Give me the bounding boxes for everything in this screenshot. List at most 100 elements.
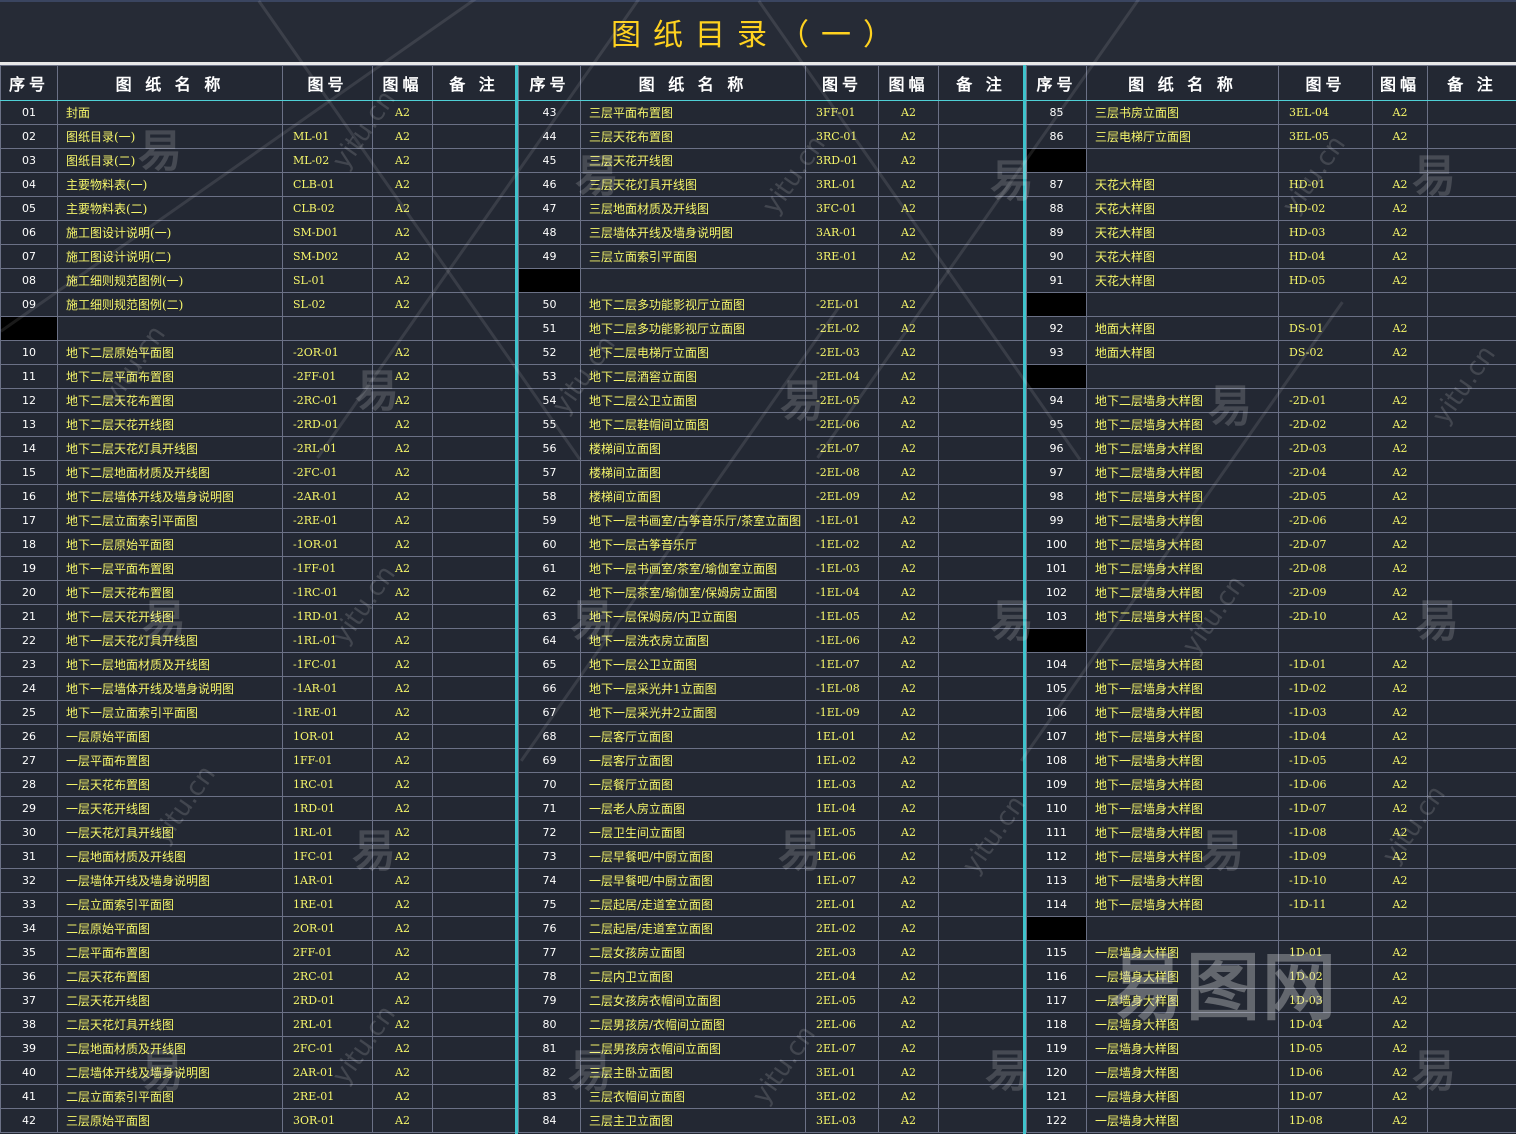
note-cell [432, 748, 516, 773]
sheet-size: A2 [372, 1060, 433, 1085]
table-header-row: 序号 图 纸 名 称 图号 图幅 备 注 [518, 65, 1024, 101]
table-body-2: 43 三层平面布置图 3FF-01 A2 44 三层天花布置图 3RC-01 A2 45 三层天花… [518, 100, 1024, 1133]
row-number: 63 [518, 604, 581, 629]
sheet-size: A2 [1372, 268, 1428, 293]
drawing-code [1278, 148, 1373, 173]
drawing-name: 一层老人房立面图 [580, 796, 806, 821]
drawing-name: 地下二层墙身大样图 [1086, 460, 1279, 485]
table-row: 121 一层墙身大样图 1D-07 A2 [1026, 1084, 1516, 1109]
drawing-code: 2FF-01 [282, 940, 373, 965]
row-number: 65 [518, 652, 581, 677]
sheet-size: A2 [372, 964, 433, 989]
drawing-name: 地下一层墙身大样图 [1086, 796, 1279, 821]
sheet-size: A2 [1372, 1108, 1428, 1133]
table-row: 09 施工细则规范图例(二) SL-02 A2 [0, 292, 516, 317]
note-cell [1427, 844, 1516, 869]
note-cell [1427, 1060, 1516, 1085]
note-cell [938, 340, 1024, 365]
sheet-size: A2 [372, 412, 433, 437]
drawing-name: 地下二层墙身大样图 [1086, 556, 1279, 581]
drawing-code: 2EL-06 [805, 1012, 879, 1037]
drawing-name: 地面大样图 [1086, 340, 1279, 365]
drawing-code [282, 316, 373, 341]
note-cell [938, 1036, 1024, 1061]
row-number: 83 [518, 1084, 581, 1109]
drawing-code: 2EL-07 [805, 1036, 879, 1061]
drawing-name: 天花大样图 [1086, 244, 1279, 269]
note-cell [432, 556, 516, 581]
table-row: 35 二层平面布置图 2FF-01 A2 [0, 940, 516, 965]
drawing-name: 二层墙体开线及墙身说明图 [57, 1060, 283, 1085]
note-cell [938, 700, 1024, 725]
note-cell [432, 604, 516, 629]
table-row: 77 二层女孩房立面图 2EL-03 A2 [518, 940, 1024, 965]
sheet-size: A2 [372, 796, 433, 821]
sheet-size: A2 [1372, 388, 1428, 413]
drawing-code: -2OR-01 [282, 340, 373, 365]
drawing-name: 一层墙身大样图 [1086, 1012, 1279, 1037]
drawing-name: 一层天花灯具开线图 [57, 820, 283, 845]
row-number: 55 [518, 412, 581, 437]
drawing-name: 三层墙体开线及墙身说明图 [580, 220, 806, 245]
note-cell [1427, 1108, 1516, 1133]
drawing-name [1086, 148, 1279, 173]
drawing-code: 3EL-02 [805, 1084, 879, 1109]
table-row: 60 地下一层古筝音乐厅 -1EL-02 A2 [518, 532, 1024, 557]
table-row: 95 地下二层墙身大样图 -2D-02 A2 [1026, 412, 1516, 437]
sheet-size: A2 [1372, 316, 1428, 341]
row-number: 102 [1026, 580, 1087, 605]
table-row: 72 一层卫生间立面图 1EL-05 A2 [518, 820, 1024, 845]
sheet-size: A2 [1372, 964, 1428, 989]
row-number: 111 [1026, 820, 1087, 845]
row-number: 17 [0, 508, 58, 533]
header-size: 图幅 [372, 65, 433, 101]
drawing-name: 三层立面索引平面图 [580, 244, 806, 269]
drawing-list-section-1: 序号 图 纸 名 称 图号 图幅 备 注 01 封面 A2 02 图纸目录(一) ML-0… [0, 65, 516, 1134]
table-row: 83 三层衣帽间立面图 3EL-02 A2 [518, 1084, 1024, 1109]
row-number: 41 [0, 1084, 58, 1109]
note-cell [938, 100, 1024, 125]
row-number: 89 [1026, 220, 1087, 245]
drawing-code: 3RD-01 [805, 148, 879, 173]
table-row: 20 地下一层天花布置图 -1RC-01 A2 [0, 580, 516, 605]
row-number: 79 [518, 988, 581, 1013]
row-number: 58 [518, 484, 581, 509]
header-name: 图 纸 名 称 [57, 65, 283, 101]
drawing-code: 2RD-01 [282, 988, 373, 1013]
drawing-code: -2EL-01 [805, 292, 879, 317]
table-row: 17 地下二层立面索引平面图 -2RE-01 A2 [0, 508, 516, 533]
drawing-name: 图纸目录(一) [57, 124, 283, 149]
row-number: 68 [518, 724, 581, 749]
table-row: 87 天花大样图 HD-01 A2 [1026, 172, 1516, 197]
table-row: 102 地下二层墙身大样图 -2D-09 A2 [1026, 580, 1516, 605]
row-number: 44 [518, 124, 581, 149]
sheet-size: A2 [372, 436, 433, 461]
sheet-size: A2 [1372, 700, 1428, 725]
note-cell [432, 916, 516, 941]
drawing-code: -2D-02 [1278, 412, 1373, 437]
drawing-code: 1D-07 [1278, 1084, 1373, 1109]
row-number: 113 [1026, 868, 1087, 893]
row-number: 110 [1026, 796, 1087, 821]
drawing-name: 地下一层墙身大样图 [1086, 676, 1279, 701]
header-note: 备 注 [1427, 65, 1516, 101]
table-row: 82 三层主卧立面图 3EL-01 A2 [518, 1060, 1024, 1085]
table-row-blank [1026, 628, 1516, 653]
row-number: 07 [0, 244, 58, 269]
table-row: 110 地下一层墙身大样图 -1D-07 A2 [1026, 796, 1516, 821]
table-row: 16 地下二层墙体开线及墙身说明图 -2AR-01 A2 [0, 484, 516, 509]
drawing-code: -2AR-01 [282, 484, 373, 509]
table-row-blank [1026, 364, 1516, 389]
table-row: 28 一层天花布置图 1RC-01 A2 [0, 772, 516, 797]
note-cell [938, 388, 1024, 413]
table-row: 38 二层天花灯具开线图 2RL-01 A2 [0, 1012, 516, 1037]
column-separator [515, 65, 518, 1134]
drawing-name: 一层墙身大样图 [1086, 1060, 1279, 1085]
row-number: 105 [1026, 676, 1087, 701]
drawing-name: 地下二层多功能影视厅立面图 [580, 316, 806, 341]
drawing-name: 地下一层墙身大样图 [1086, 892, 1279, 917]
row-number: 64 [518, 628, 581, 653]
table-row: 96 地下二层墙身大样图 -2D-03 A2 [1026, 436, 1516, 461]
table-row: 111 地下一层墙身大样图 -1D-08 A2 [1026, 820, 1516, 845]
drawing-name: 一层墙身大样图 [1086, 1036, 1279, 1061]
